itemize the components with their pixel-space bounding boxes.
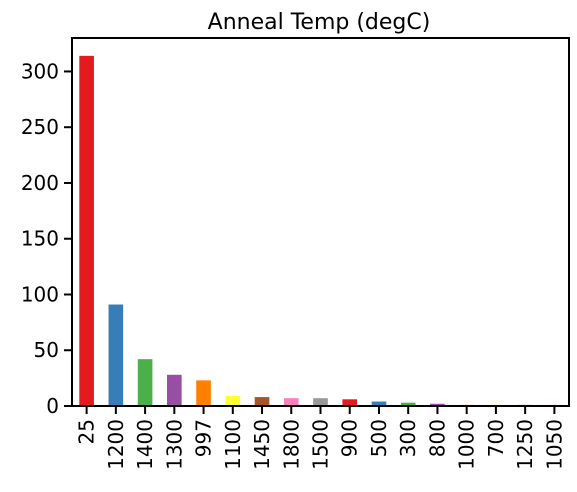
x-tick-label: 1100 [221, 419, 245, 470]
x-tick-label: 1050 [542, 419, 566, 470]
bar-1450 [254, 397, 270, 406]
x-tick-label: 700 [484, 419, 508, 457]
bar-1400 [137, 359, 153, 406]
bar-300 [400, 402, 416, 406]
bar-900 [342, 399, 358, 406]
y-tick-label: 100 [21, 282, 59, 306]
x-tick-label: 25 [75, 419, 99, 444]
bar-1500 [313, 398, 328, 406]
x-tick-label: 1500 [309, 419, 333, 470]
bar-800 [430, 403, 445, 406]
bar-1800 [283, 398, 299, 406]
bar-1300 [167, 374, 182, 406]
x-tick-label: 1200 [104, 419, 128, 470]
plot-frame [71, 37, 570, 407]
bar-997 [196, 380, 211, 406]
bar-1200 [108, 304, 124, 406]
x-tick-label: 300 [396, 419, 420, 457]
x-tick-label: 500 [367, 419, 391, 457]
y-tick-label: 300 [21, 59, 59, 83]
y-tick-label: 0 [46, 394, 59, 418]
bar-500 [371, 401, 387, 406]
y-axis: 0 50 100 150 200 250 300 [21, 59, 72, 418]
bar-1100 [225, 395, 241, 406]
x-axis: 25 1200 1400 1300 997 1100 1450 1800 1500 900 500 3… [75, 406, 566, 470]
x-tick-label: 1300 [162, 419, 186, 470]
x-tick-label: 1800 [279, 419, 303, 470]
bars-group [79, 55, 562, 407]
x-tick-label: 1250 [513, 419, 537, 470]
bar-25 [79, 55, 94, 407]
y-tick-label: 200 [21, 171, 59, 195]
y-tick-label: 250 [21, 115, 59, 139]
x-tick-label: 1450 [250, 419, 274, 470]
x-tick-label: 800 [425, 419, 449, 457]
y-tick-label: 150 [21, 227, 59, 251]
x-tick-label: 1400 [133, 419, 157, 470]
x-tick-label: 1000 [455, 419, 479, 470]
chart-title: Anneal Temp (degC) [208, 10, 431, 35]
y-tick-label: 50 [34, 338, 59, 362]
x-tick-label: 997 [192, 419, 216, 457]
x-tick-label: 900 [338, 419, 362, 457]
